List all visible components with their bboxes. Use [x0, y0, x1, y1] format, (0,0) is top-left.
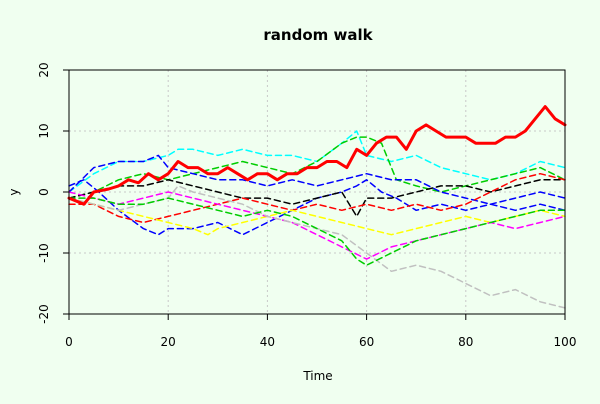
y-tick-label-3: 10 [37, 123, 51, 138]
x-axis: 0 20 40 60 80 100 [65, 314, 576, 349]
y-tick-label-1: -10 [37, 243, 51, 263]
series-line-9 [68, 185, 566, 309]
y-tick-label-0: -20 [37, 304, 51, 324]
x-tick-label-3: 60 [359, 335, 374, 349]
x-tick-label-5: 100 [554, 335, 577, 349]
y-axis: -20 -10 0 10 20 [37, 62, 69, 324]
series-line-0 [67, 105, 567, 206]
x-tick-label-1: 20 [161, 335, 176, 349]
x-tick-label-2: 40 [260, 335, 275, 349]
series-line-7 [68, 197, 566, 236]
y-tick-label-4: 20 [37, 62, 51, 77]
series-line-5 [68, 179, 566, 218]
series-line-8 [68, 191, 566, 260]
x-tick-label-4: 80 [458, 335, 473, 349]
chart-title: random walk [263, 26, 373, 44]
series-group [67, 105, 567, 309]
series-line-6 [68, 172, 566, 224]
y-axis-label: y [7, 188, 21, 195]
x-axis-label: Time [302, 369, 332, 383]
series-line-4 [68, 154, 566, 212]
series-line-10 [68, 197, 566, 266]
x-tick-label-0: 0 [65, 335, 73, 349]
series-line-3 [68, 179, 566, 236]
y-tick-label-2: 0 [37, 188, 51, 196]
